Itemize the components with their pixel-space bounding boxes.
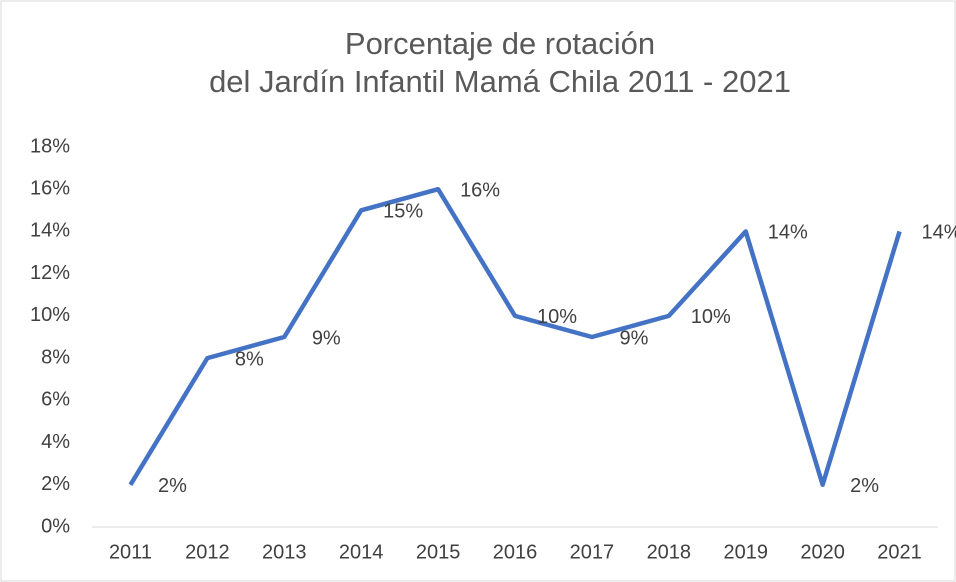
series-line — [128, 186, 902, 488]
data-label: 9% — [619, 327, 648, 349]
y-tick-label: 12% — [30, 262, 70, 284]
data-label: 10% — [691, 306, 731, 328]
y-tick-label: 16% — [30, 178, 70, 200]
x-tick-label: 2019 — [723, 541, 768, 563]
x-tick-label: 2017 — [570, 541, 615, 563]
x-tick-label: 2018 — [647, 541, 692, 563]
chart-title: del Jardín Infantil Mamá Chila 2011 - 20… — [209, 64, 791, 99]
data-label: 2% — [850, 475, 879, 497]
data-label: 15% — [383, 201, 423, 223]
data-label: 14% — [768, 222, 808, 244]
y-tick-label: 4% — [41, 431, 70, 453]
y-tick-label: 10% — [30, 304, 70, 326]
data-label: 10% — [537, 306, 577, 328]
x-tick-label: 2021 — [877, 541, 922, 563]
data-label: 16% — [460, 180, 500, 202]
x-tick-label: 2014 — [339, 541, 384, 563]
data-label: 14% — [922, 222, 956, 244]
x-tick-label: 2013 — [262, 541, 307, 563]
y-tick-label: 0% — [41, 515, 70, 537]
y-tick-label: 8% — [41, 346, 70, 368]
y-tick-label: 6% — [41, 389, 70, 411]
x-tick-label: 2020 — [800, 541, 845, 563]
data-label: 2% — [158, 475, 187, 497]
y-tick-label: 18% — [30, 135, 70, 157]
x-tick-label: 2016 — [493, 541, 538, 563]
y-tick-label: 2% — [41, 473, 70, 495]
y-tick-label: 14% — [30, 220, 70, 242]
x-tick-label: 2015 — [416, 541, 461, 563]
data-label: 8% — [235, 348, 264, 370]
x-tick-label: 2012 — [185, 541, 230, 563]
x-tick-label: 2011 — [109, 541, 152, 563]
data-label: 9% — [312, 327, 341, 349]
chart-title: Porcentaje de rotación — [345, 26, 655, 61]
